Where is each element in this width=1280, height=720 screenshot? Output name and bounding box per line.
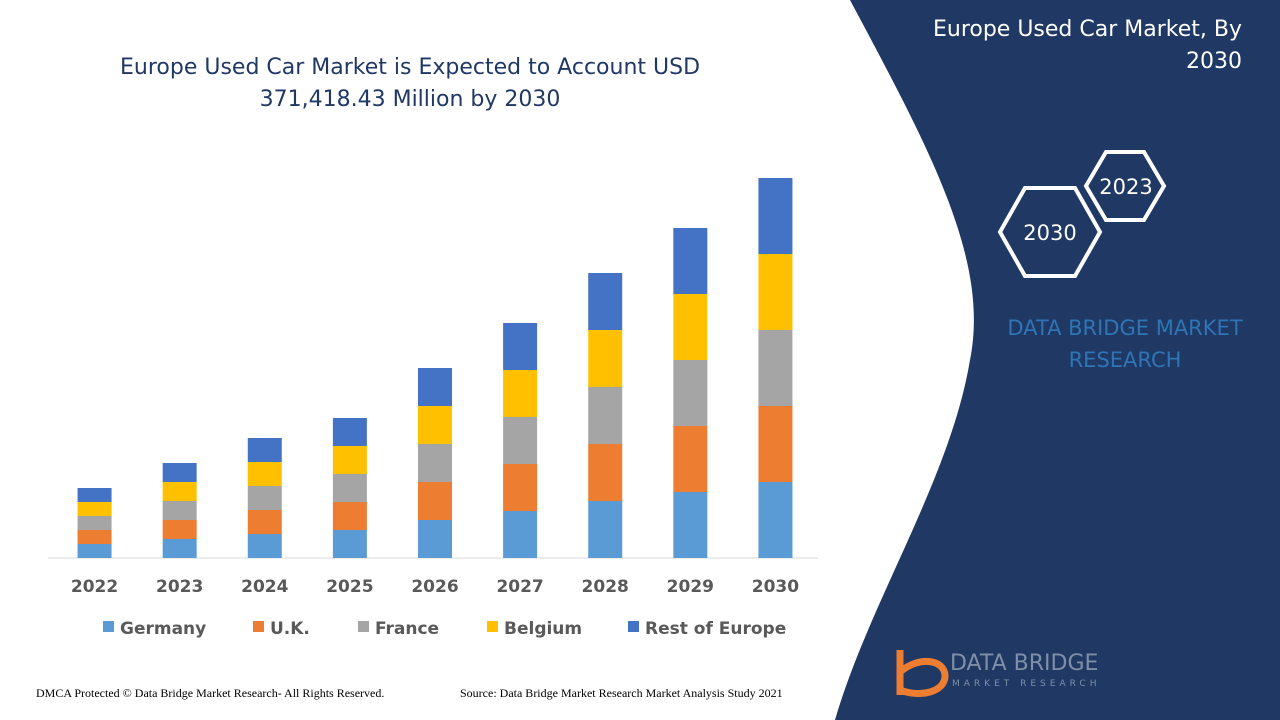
legend-swatch: [253, 621, 264, 632]
bar-segment: [418, 482, 452, 520]
chart-title: Europe Used Car Market is Expected to Ac…: [119, 55, 701, 112]
legend-label: U.K.: [270, 619, 310, 639]
bar-segment: [588, 273, 623, 330]
bar-segment: [418, 520, 452, 558]
logo-mark: [896, 650, 949, 697]
bar-segment: [162, 520, 197, 539]
bar-segment: [332, 530, 367, 558]
bar-segment: [418, 368, 452, 406]
x-tick-label: 2030: [752, 577, 799, 597]
bar-segment: [588, 501, 623, 558]
sidebar-heading: Europe Used Car Market, By 2030: [932, 17, 1242, 74]
bar-segment: [247, 438, 282, 462]
bar-segment: [77, 488, 112, 502]
bar-segment: [77, 516, 112, 530]
x-tick-label: 2024: [241, 577, 288, 597]
hexagon: [997, 186, 1103, 278]
hex-label: 2030: [1023, 221, 1076, 245]
bar-segment: [247, 510, 282, 534]
x-tick-label: 2023: [156, 577, 203, 597]
x-tick-label: 2027: [496, 577, 543, 597]
legend-label: France: [375, 619, 439, 639]
source: Source: Data Bridge Market Research Mark…: [460, 686, 783, 700]
sidebar-panel: [835, 0, 1280, 720]
x-tick-label: 2025: [326, 577, 373, 597]
bar-segment: [332, 446, 367, 474]
legend-swatch: [628, 621, 639, 632]
bar-segment: [673, 360, 708, 426]
x-tick-label: 2026: [411, 577, 458, 597]
bar-segment: [588, 444, 623, 501]
bar-segment: [673, 492, 708, 558]
x-tick-label: 2022: [71, 577, 118, 597]
bar-segment: [673, 228, 708, 294]
bar-segment: [332, 502, 367, 530]
bar-segment: [758, 482, 793, 558]
bar-segment: [503, 511, 538, 558]
legend-label: Rest of Europe: [645, 619, 786, 639]
bar-segment: [758, 406, 793, 482]
legend-swatch: [358, 621, 369, 632]
bar-segment: [332, 474, 367, 502]
legend-label: Belgium: [504, 619, 582, 639]
bar-segment: [588, 330, 623, 387]
x-tick-label: 2029: [667, 577, 714, 597]
x-tick-label: 2028: [582, 577, 629, 597]
bar-segment: [162, 463, 197, 482]
bar-segment: [247, 486, 282, 510]
bar-segment: [162, 539, 197, 558]
bar-segment: [162, 501, 197, 520]
bar-segment: [418, 444, 452, 482]
bar-segment: [77, 544, 112, 558]
hex-label: 2023: [1099, 175, 1152, 199]
hexagon: [1083, 150, 1167, 222]
chart: 2022 2023 2024 2025 2026 2027 2028 2029 2030 Germ…: [48, 178, 818, 639]
legend-swatch: [103, 621, 114, 632]
logo-title: DATA BRIDGE: [950, 651, 1098, 676]
bar-segment: [247, 534, 282, 558]
bar-segment: [758, 178, 793, 254]
bar-segment: [503, 323, 538, 370]
logo-subtitle: MARKET RESEARCH: [952, 679, 1100, 689]
bar-segment: [673, 426, 708, 492]
bar-segment: [503, 370, 538, 417]
bar-segment: [758, 330, 793, 406]
bar-segment: [77, 530, 112, 544]
bar-segment: [673, 294, 708, 360]
legend-swatch: [487, 621, 498, 632]
bar-segment: [418, 406, 452, 444]
brand-name: DATA BRIDGE MARKET RESEARCH: [1007, 316, 1243, 372]
bar-segment: [588, 387, 623, 444]
bar-segment: [77, 502, 112, 516]
bar-segment: [247, 462, 282, 486]
bar-segment: [503, 464, 538, 511]
bar-segment: [332, 418, 367, 446]
bar-segment: [162, 482, 197, 501]
bar-segment: [503, 417, 538, 464]
legend-label: Germany: [120, 619, 206, 639]
bar-segment: [758, 254, 793, 330]
copyright: DMCA Protected © Data Bridge Market Rese…: [36, 686, 385, 700]
